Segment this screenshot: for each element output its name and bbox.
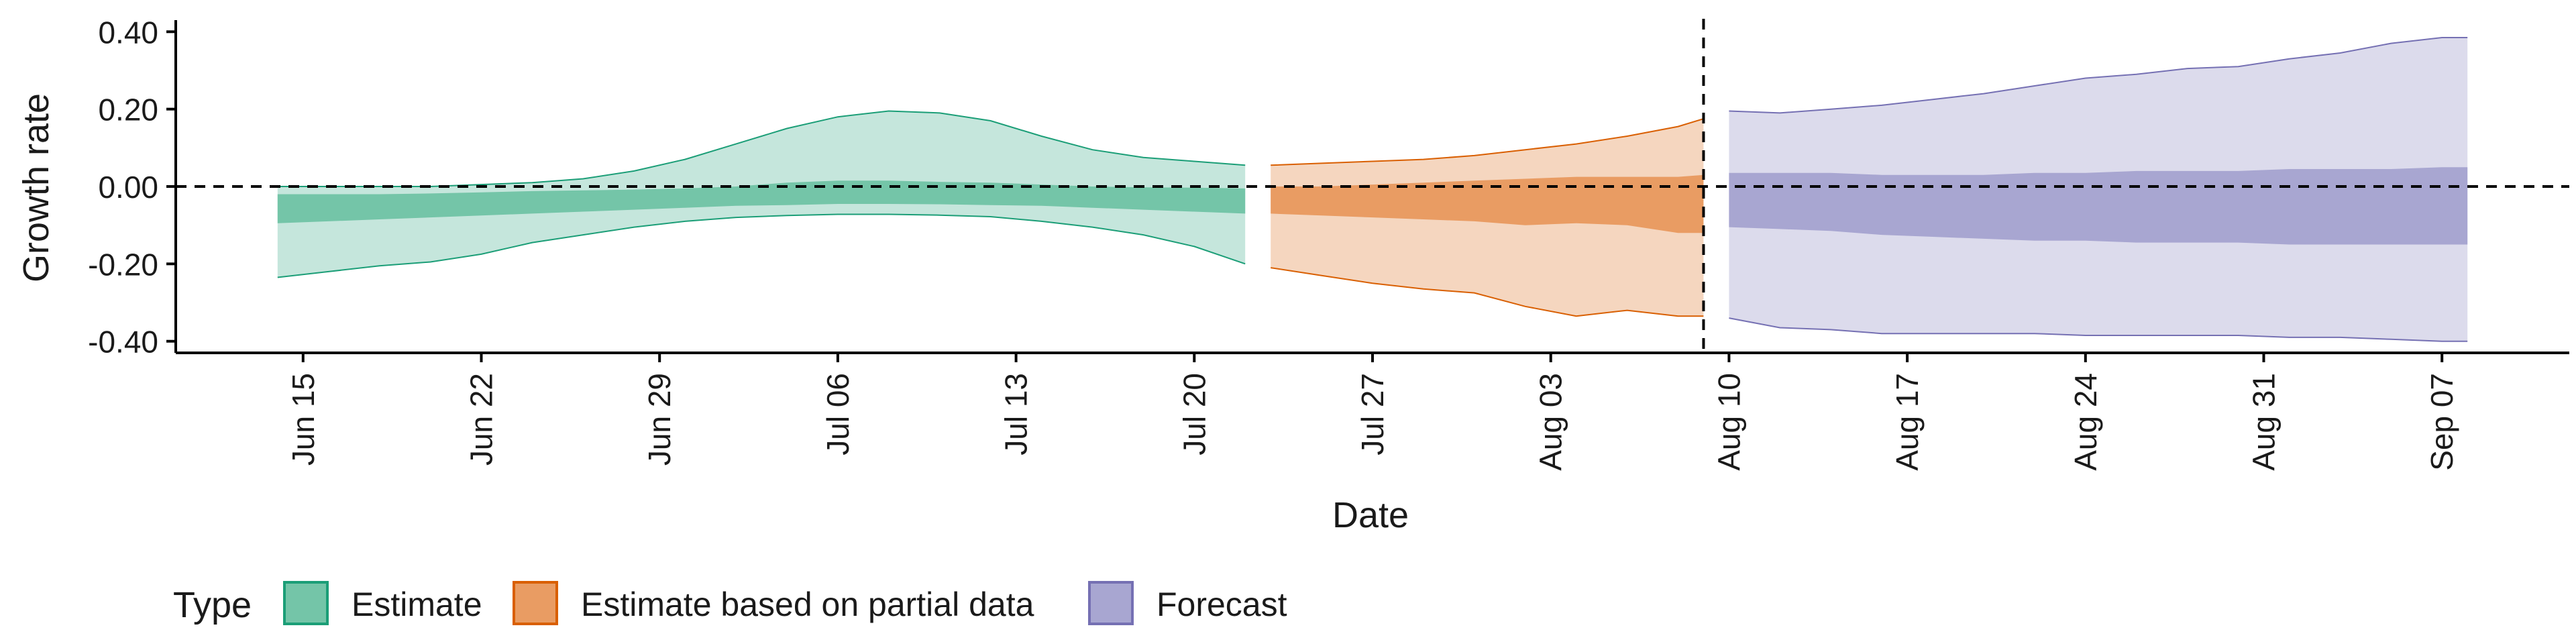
y-tick-label: 0.00 bbox=[98, 170, 158, 205]
legend-key-series-0 bbox=[283, 581, 329, 625]
x-tick-label: Jul 27 bbox=[1355, 373, 1390, 455]
legend-label-series-2: Forecast bbox=[1157, 586, 1287, 623]
legend: Type Estimate Estimate based on partial d… bbox=[173, 581, 1287, 625]
ribbon-90-lower-edge-series-0 bbox=[277, 213, 1246, 278]
x-tick-label: Aug 17 bbox=[1890, 373, 1925, 471]
legend-key-series-2 bbox=[1088, 581, 1134, 625]
y-tick-label: 0.40 bbox=[98, 15, 158, 50]
x-tick-label: Aug 31 bbox=[2247, 373, 2282, 471]
y-axis-title: Growth rate bbox=[16, 93, 56, 282]
legend-label-series-0: Estimate bbox=[352, 586, 482, 623]
x-tick-label: Jul 06 bbox=[820, 373, 855, 455]
x-tick-label: Jul 13 bbox=[999, 373, 1034, 455]
ribbon-90-lower-edge-series-2 bbox=[1729, 317, 2468, 342]
x-tick-label: Sep 07 bbox=[2424, 373, 2459, 471]
ribbon-50-series-0 bbox=[277, 180, 1246, 223]
ribbon-90-upper-edge-series-2 bbox=[1729, 37, 2468, 114]
series-0 bbox=[277, 110, 1246, 278]
ribbon-90-upper-edge-series-1 bbox=[1271, 118, 1704, 166]
x-tick-label: Aug 24 bbox=[2068, 373, 2103, 471]
ribbon-90-lower-edge-series-1 bbox=[1271, 267, 1704, 317]
reference-lines bbox=[176, 19, 2569, 353]
x-tick-label: Aug 03 bbox=[1534, 373, 1568, 471]
legend-key-series-1 bbox=[513, 581, 558, 625]
x-tick-label: Jun 15 bbox=[286, 373, 321, 466]
x-tick-label: Jul 20 bbox=[1177, 373, 1212, 455]
x-tick-label: Aug 10 bbox=[1711, 373, 1746, 471]
ribbon-50-series-1 bbox=[1271, 174, 1704, 233]
legend-title: Type bbox=[173, 585, 252, 625]
y-tick-label: 0.20 bbox=[98, 93, 158, 127]
x-tick-label: Jun 22 bbox=[464, 373, 499, 466]
y-tick-label: -0.40 bbox=[88, 325, 158, 360]
y-tick-label: -0.20 bbox=[88, 247, 158, 282]
x-tick-label: Jun 29 bbox=[642, 373, 677, 466]
legend-label-series-1: Estimate based on partial data bbox=[581, 586, 1034, 623]
series-1 bbox=[1271, 118, 1704, 317]
x-axis-title: Date bbox=[1332, 495, 1409, 535]
axes-layer: 0.40 0.20 0.00 -0.20 -0.40 Jun 15 Jun 22 Jun 29… bbox=[88, 15, 2569, 471]
